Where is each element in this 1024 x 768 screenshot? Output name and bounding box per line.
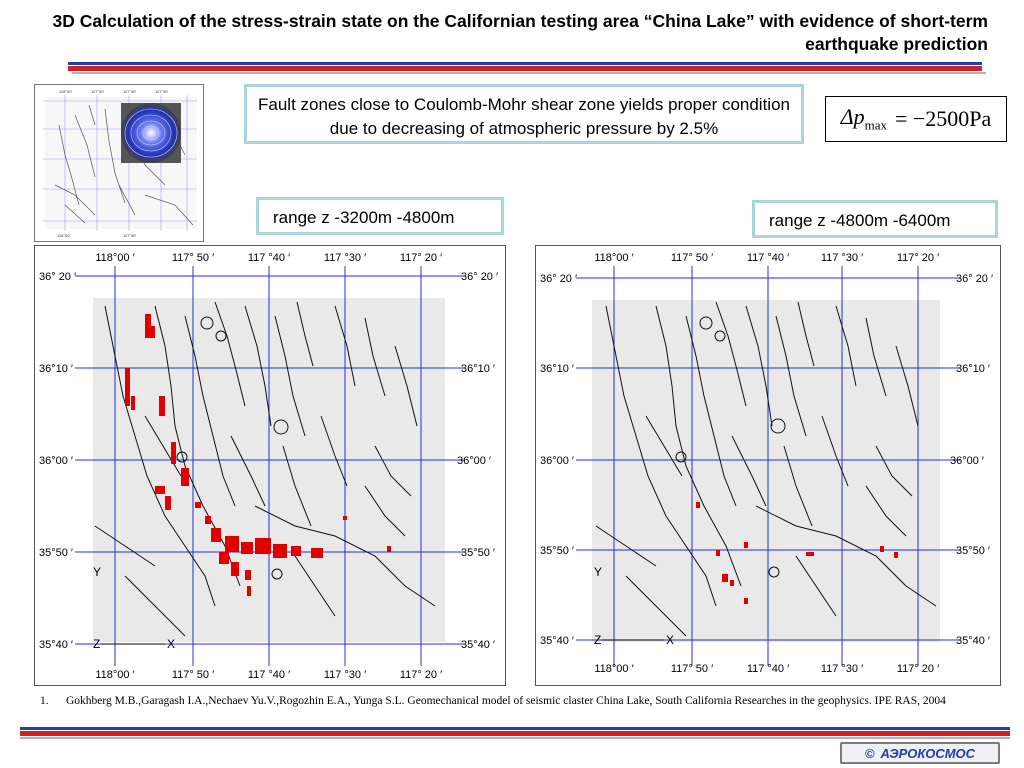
bottom-divider-red	[20, 731, 1010, 736]
z-axis-label: Z	[93, 637, 100, 651]
lat-label-right-4: 35°50 ′	[461, 547, 495, 559]
lon-label-bottom-1: 118°00 ′	[95, 669, 134, 681]
svg-text:117°30′: 117°30′	[155, 89, 168, 94]
lat-label-left-4: 35°50 ′	[39, 547, 73, 559]
aerocosmos-logo: © АЭРОКОСМОС	[840, 742, 1000, 764]
lat-label-left-4: 35°50 ′	[540, 545, 574, 557]
svg-text:117°40′: 117°40′	[123, 233, 136, 238]
svg-text:117°50′: 117°50′	[91, 89, 104, 94]
lon-label-top-4: 117 °30 ′	[821, 252, 863, 264]
lon-label-top-1: 118°00 ′	[95, 252, 134, 264]
bottom-divider-shadow	[20, 737, 1010, 739]
finding-caption: Fault zones close to Coulomb-Mohr shear …	[244, 84, 804, 144]
lon-label-bottom-4: 117 °30 ′	[324, 669, 366, 681]
stress-map-shallow: 118°00 ′ 117° 50 ′ 117 °40 ′ 117 °30 ′ 1…	[34, 245, 506, 686]
lat-label-left-5: 35°40 ′	[39, 639, 73, 651]
formula-lhs: Δpmax	[840, 104, 887, 133]
reference-text: Gokhberg M.B.,Garagash I.A.,Nechaev Yu.V…	[66, 695, 946, 707]
lat-label-right-3: 36°00 ′	[457, 455, 491, 467]
lon-label-top-5: 117° 20 ′	[897, 252, 939, 264]
lon-label-top-2: 117° 50 ′	[671, 252, 713, 264]
x-axis-label: X	[167, 637, 175, 651]
svg-text:117°40′: 117°40′	[123, 89, 136, 94]
lat-label-left-3: 36°00 ′	[540, 455, 574, 467]
stress-map-deep-graphic: 118°00 ′ 117° 50 ′ 117 °40 ′ 117 °30 ′ 1…	[540, 252, 993, 675]
page-title: 3D Calculation of the stress-strain stat…	[52, 11, 988, 54]
y-axis-label: Y	[93, 565, 101, 579]
x-axis-label: X	[666, 633, 674, 647]
pressure-formula: Δpmax = −2500Pa	[825, 96, 1007, 142]
stress-map-shallow-graphic: 118°00 ′ 117° 50 ′ 117 °40 ′ 117 °30 ′ 1…	[39, 252, 498, 681]
svg-text:118°00′: 118°00′	[59, 89, 72, 94]
lon-label-bottom-3: 117 °40 ′	[747, 663, 789, 675]
y-axis-label: Y	[594, 565, 602, 579]
formula-rhs: = −2500Pa	[894, 106, 992, 131]
bottom-divider-blue	[20, 727, 1010, 730]
lat-label-left-3: 36°00 ′	[39, 455, 73, 467]
reference-number: 1.	[40, 695, 49, 707]
depth-range-left: range z -3200m -4800m	[256, 197, 504, 235]
lon-label-bottom-2: 117° 50 ′	[172, 669, 214, 681]
overview-map-thumbnail: 118°00′ 117°50′ 117°40′ 117°30′ 118°00′ 117…	[34, 84, 204, 242]
lon-label-bottom-3: 117 °40 ′	[248, 669, 290, 681]
lon-label-top-3: 117 °40 ′	[248, 252, 290, 264]
svg-text:118°00′: 118°00′	[57, 233, 70, 238]
lon-label-top-3: 117 °40 ′	[747, 252, 789, 264]
lat-label-left-2: 36°10 ′	[540, 363, 574, 375]
lon-label-top-5: 117° 20 ′	[400, 252, 442, 264]
depth-range-right: range z -4800m -6400m	[752, 200, 998, 238]
lon-label-bottom-5: 117° 20 ′	[400, 669, 442, 681]
lat-label-right-4: 35°50 ′	[956, 545, 990, 557]
lat-label-right-1: 36° 20 ′	[461, 271, 498, 283]
top-divider-red	[68, 66, 982, 71]
lon-label-bottom-2: 117° 50 ′	[671, 663, 713, 675]
lat-label-right-3: 36°00 ′	[950, 455, 984, 467]
top-divider-blue	[68, 62, 982, 65]
overview-map-graphic: 118°00′ 117°50′ 117°40′ 117°30′ 118°00′ 117…	[43, 89, 197, 238]
top-divider-shadow	[72, 72, 986, 74]
lat-label-left-5: 35°40 ′	[540, 635, 574, 647]
lon-label-bottom-5: 117° 20 ′	[897, 663, 939, 675]
lat-label-right-1: 36° 20 ′	[956, 273, 993, 285]
stress-map-deep: 118°00 ′ 117° 50 ′ 117 °40 ′ 117 °30 ′ 1…	[535, 245, 1001, 686]
lat-label-right-2: 36°10 ′	[956, 363, 990, 375]
lat-label-left-2: 36°10 ′	[39, 363, 73, 375]
lat-label-left-1: 36° 20 ′	[540, 273, 577, 285]
lon-label-bottom-4: 117 °30 ′	[821, 663, 863, 675]
lon-label-top-2: 117° 50 ′	[172, 252, 214, 264]
logo-text: АЭРОКОСМОС	[880, 745, 976, 761]
copyright-icon: ©	[864, 745, 875, 761]
lon-label-top-4: 117 °30 ′	[324, 252, 366, 264]
lat-label-right-5: 35°40 ′	[956, 635, 990, 647]
lat-label-right-2: 36°10 ′	[461, 363, 495, 375]
lon-label-bottom-1: 118°00 ′	[594, 663, 633, 675]
z-axis-label: Z	[594, 633, 601, 647]
lat-label-left-1: 36° 20 ′	[39, 271, 76, 283]
lat-label-right-5: 35°40 ′	[461, 639, 495, 651]
lon-label-top-1: 118°00 ′	[594, 252, 633, 264]
